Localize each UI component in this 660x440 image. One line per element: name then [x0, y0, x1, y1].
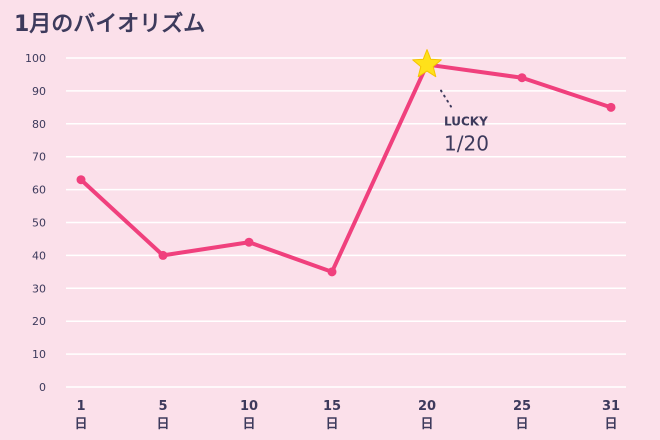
x-tick-unit: 日 [156, 417, 169, 432]
data-point [158, 250, 168, 260]
y-tick-label: 60 [32, 184, 46, 197]
x-tick-label: 15 [323, 399, 341, 414]
chart-title: 1月のバイオリズム [14, 12, 206, 37]
gridlines [66, 57, 626, 388]
data-point [76, 175, 86, 185]
x-tick-label: 31 [602, 399, 620, 414]
data-point [244, 237, 254, 247]
y-tick-label: 10 [32, 348, 46, 361]
data-points [76, 49, 616, 277]
x-tick-label: 1 [76, 399, 85, 414]
x-tick-unit: 日 [325, 417, 338, 432]
x-tick-label: 20 [418, 399, 436, 414]
star-icon [412, 49, 442, 78]
annotation-leader-line [440, 89, 452, 108]
annotation-date: 1/20 [444, 132, 489, 156]
y-tick-label: 80 [32, 118, 46, 131]
y-tick-label: 20 [32, 315, 46, 328]
lucky-annotation: LUCKY 1/20 [440, 89, 489, 156]
x-tick-unit: 日 [420, 417, 433, 432]
x-tick-label: 10 [240, 399, 258, 414]
annotation-label: LUCKY [444, 115, 488, 129]
y-tick-label: 90 [32, 85, 46, 98]
x-tick-unit: 日 [515, 417, 528, 432]
x-tick-unit: 日 [74, 417, 87, 432]
y-tick-label: 30 [32, 282, 46, 295]
data-point [517, 73, 527, 83]
data-point [327, 267, 337, 277]
x-tick-label: 25 [513, 399, 531, 414]
y-tick-label: 100 [25, 52, 46, 65]
y-axis-ticks: 0 10 20 30 40 50 60 70 80 90 100 [25, 52, 46, 394]
y-tick-label: 70 [32, 151, 46, 164]
x-axis-ticks: 1 日 5 日 10 日 15 日 20 日 25 日 31 日 [74, 399, 620, 432]
data-point [606, 102, 616, 112]
x-tick-unit: 日 [242, 417, 255, 432]
y-tick-label: 40 [32, 249, 46, 262]
y-tick-label: 0 [39, 381, 46, 394]
series-line [79, 62, 613, 274]
x-tick-label: 5 [158, 399, 167, 414]
x-tick-unit: 日 [604, 417, 617, 432]
y-tick-label: 50 [32, 217, 46, 230]
